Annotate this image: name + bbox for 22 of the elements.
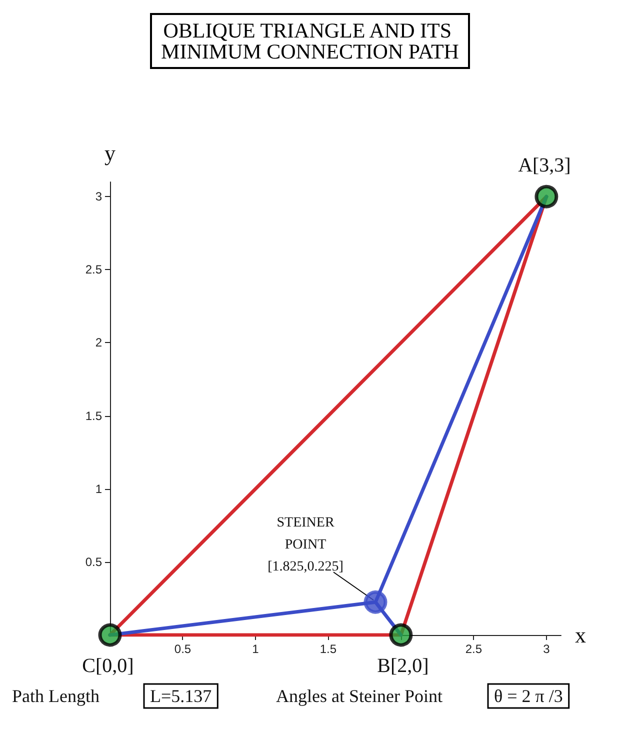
y-tick-label: 2.5 <box>85 262 102 277</box>
annotation: STEINER POINT [1.825,0.225] <box>268 516 344 575</box>
x-tick-label: 3 <box>543 642 550 656</box>
x-tick-label: 0.5 <box>174 642 192 656</box>
annotation: B[2,0] <box>377 655 429 677</box>
y-tick-label: 1 <box>95 482 102 496</box>
y-tick-label: 1.5 <box>85 408 102 423</box>
x-tick-label: 1 <box>252 642 260 656</box>
text: Angles at Steiner Point <box>276 686 442 706</box>
chart-title: OBLIQUE TRIANGLE AND ITS MINIMUM CONNECTION PATH <box>161 18 459 64</box>
y-axis-title: y <box>104 140 116 166</box>
x-axis-title: x <box>575 622 586 648</box>
text: θ = 2 π /3 <box>494 686 563 706</box>
y-tick-label: 3 <box>95 190 102 204</box>
annotation: A[3,3] <box>518 154 571 177</box>
y-tick-label: 2 <box>95 336 102 350</box>
y-tick-label: 0.5 <box>85 554 102 569</box>
text: Path Length <box>12 686 100 706</box>
annotation: C[0,0] <box>82 655 134 677</box>
x-tick-label: 1.5 <box>320 642 337 656</box>
x-tick-label: 2.5 <box>465 642 482 656</box>
text: L=5.137 <box>150 686 212 706</box>
